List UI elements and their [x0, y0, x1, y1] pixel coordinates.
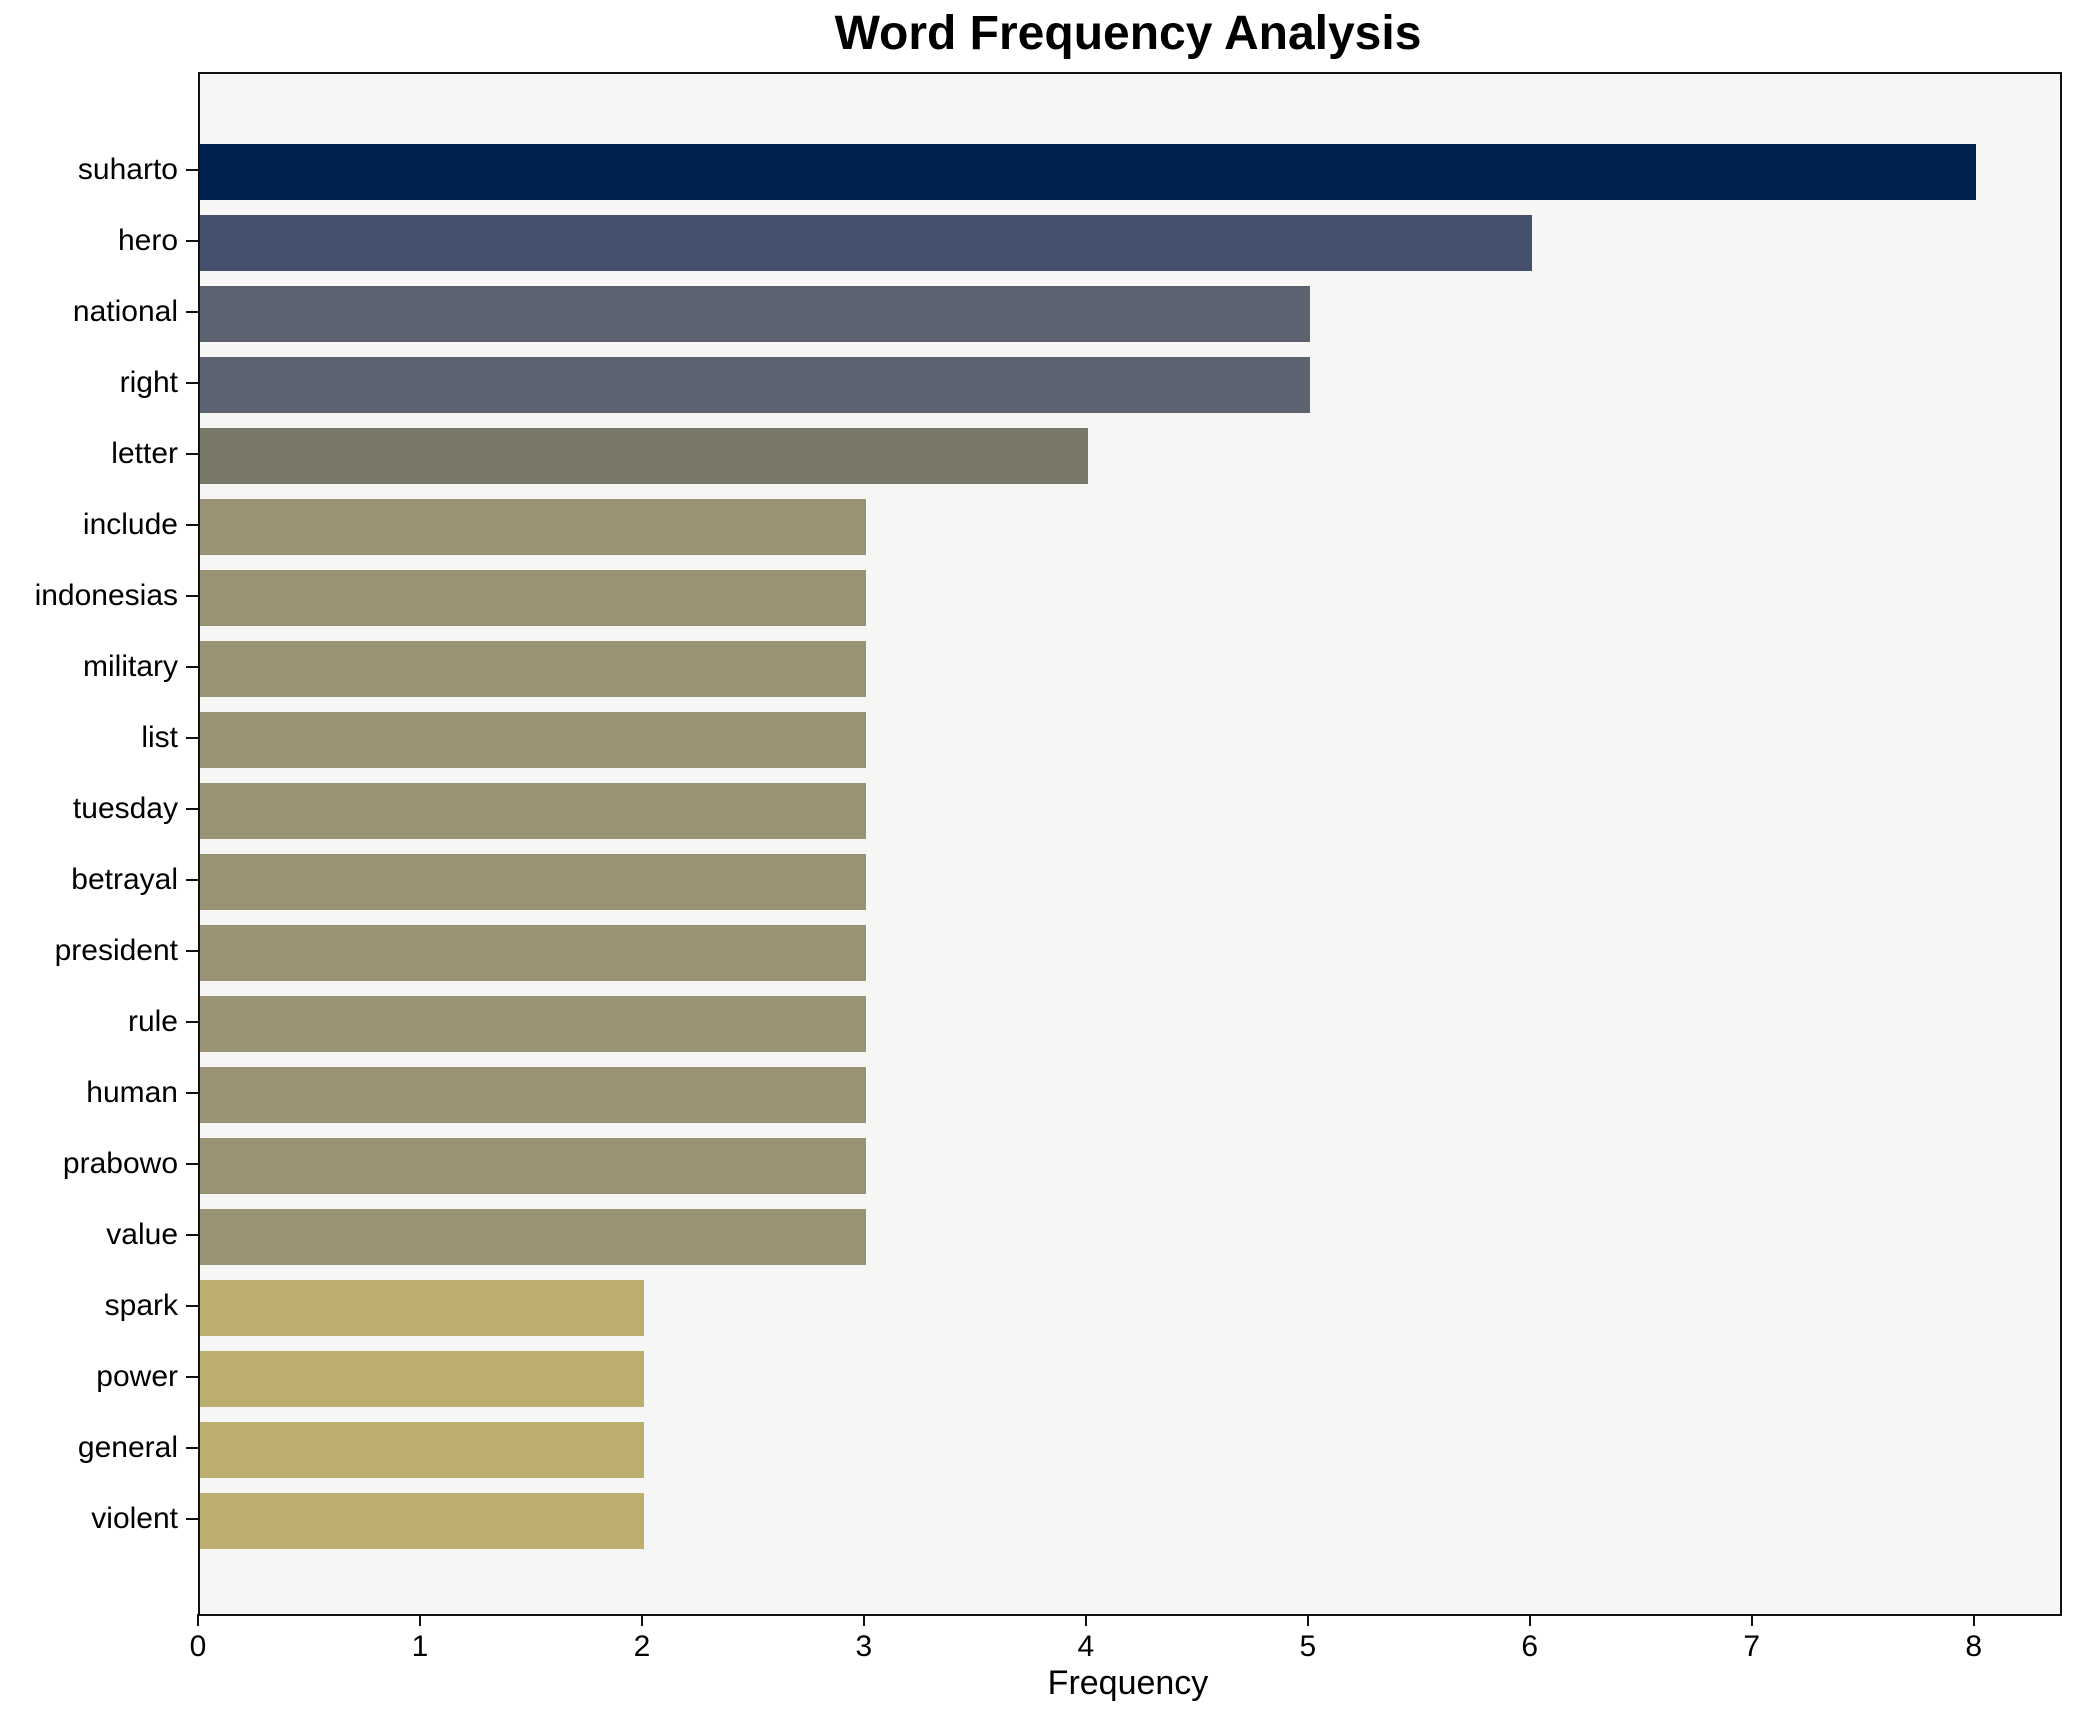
bar-suharto — [200, 144, 1976, 200]
ytick-label-violent: violent — [91, 1502, 178, 1535]
xtick-label-2: 2 — [633, 1630, 651, 1663]
bar-value — [200, 1209, 866, 1265]
xtick-label-8: 8 — [1965, 1630, 1982, 1663]
ytick-label-hero: hero — [117, 224, 178, 257]
ytick-label-president: president — [54, 934, 178, 967]
xtick-label-1: 1 — [411, 1630, 429, 1663]
ytick-label-include: include — [82, 508, 178, 541]
ytick-mark-power — [186, 1376, 198, 1378]
bar-betrayal — [200, 854, 866, 910]
ytick-label-rule: rule — [127, 1005, 178, 1038]
xtick-mark-1 — [418, 1614, 421, 1626]
bar-rule — [200, 996, 866, 1052]
xtick-label-6: 6 — [1521, 1630, 1539, 1663]
bar-hero — [200, 215, 1532, 271]
xtick-mark-7 — [1750, 1614, 1753, 1626]
ytick-label-national: national — [72, 295, 178, 328]
bar-violent — [200, 1493, 644, 1549]
ytick-mark-rule — [186, 1021, 198, 1023]
ytick-mark-indonesias — [186, 595, 198, 597]
xtick-label-5: 5 — [1299, 1630, 1317, 1663]
ytick-mark-letter — [186, 453, 198, 455]
ytick-label-military: military — [83, 650, 178, 683]
xtick-mark-3 — [862, 1614, 865, 1626]
bar-power — [200, 1351, 644, 1407]
xtick-mark-4 — [1084, 1614, 1087, 1626]
ytick-label-tuesday: tuesday — [72, 792, 178, 825]
ytick-mark-value — [186, 1234, 198, 1236]
ytick-mark-hero — [186, 240, 198, 242]
xtick-mark-6 — [1528, 1614, 1531, 1626]
bar-president — [200, 925, 866, 981]
ytick-label-human: human — [86, 1076, 178, 1109]
ytick-label-prabowo: prabowo — [62, 1147, 178, 1180]
plot-area — [198, 72, 2062, 1616]
ytick-label-right: right — [119, 366, 178, 399]
ytick-label-betrayal: betrayal — [71, 863, 178, 896]
bar-letter — [200, 428, 1088, 484]
ytick-mark-human — [186, 1092, 198, 1094]
bar-list — [200, 712, 866, 768]
ytick-mark-president — [186, 950, 198, 952]
ytick-label-general: general — [77, 1431, 178, 1464]
xtick-mark-5 — [1306, 1614, 1309, 1626]
ytick-label-letter: letter — [111, 437, 178, 470]
ytick-mark-spark — [186, 1305, 198, 1307]
ytick-mark-prabowo — [186, 1163, 198, 1165]
chart-title: Word Frequency Analysis — [834, 7, 1422, 60]
ytick-mark-general — [186, 1447, 198, 1449]
ytick-mark-tuesday — [186, 808, 198, 810]
xtick-mark-2 — [640, 1614, 643, 1626]
bar-include — [200, 499, 866, 555]
bar-spark — [200, 1280, 644, 1336]
bar-human — [200, 1067, 866, 1123]
xtick-label-7: 7 — [1743, 1630, 1761, 1663]
ytick-label-list: list — [141, 721, 178, 754]
ytick-mark-list — [186, 737, 198, 739]
ytick-mark-national — [186, 311, 198, 313]
xtick-label-0: 0 — [189, 1630, 207, 1663]
bar-general — [200, 1422, 644, 1478]
ytick-label-indonesias: indonesias — [34, 579, 178, 612]
bar-prabowo — [200, 1138, 866, 1194]
ytick-label-suharto: suharto — [77, 153, 178, 186]
xtick-label-4: 4 — [1077, 1630, 1095, 1663]
x-axis-label: Frequency — [1047, 1664, 1209, 1702]
bar-military — [200, 641, 866, 697]
xtick-mark-0 — [197, 1614, 199, 1626]
ytick-mark-military — [186, 666, 198, 668]
ytick-mark-suharto — [186, 169, 198, 171]
ytick-mark-right — [186, 382, 198, 384]
xtick-mark-8 — [1972, 1614, 1975, 1626]
xtick-label-3: 3 — [855, 1630, 873, 1663]
ytick-mark-betrayal — [186, 879, 198, 881]
bar-right — [200, 357, 1310, 413]
ytick-label-value: value — [106, 1218, 178, 1251]
ytick-mark-include — [186, 524, 198, 526]
ytick-mark-violent — [186, 1518, 198, 1520]
bar-tuesday — [200, 783, 866, 839]
ytick-label-power: power — [96, 1360, 178, 1393]
bar-national — [200, 286, 1310, 342]
ytick-label-spark: spark — [104, 1289, 178, 1322]
bar-indonesias — [200, 570, 866, 626]
